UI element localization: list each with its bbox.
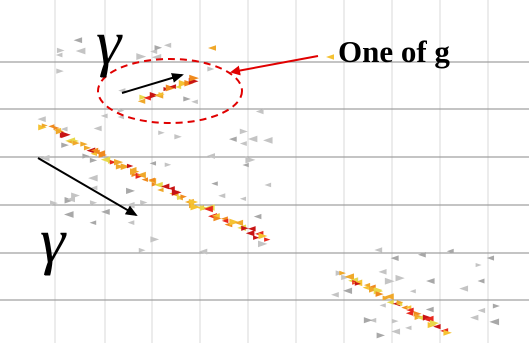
annotation-text: One of g — [338, 34, 450, 69]
event-display: γ γ One of g — [0, 0, 529, 343]
page: {"annotations": [{"text": "γ"}, {"text":… — [0, 0, 529, 343]
gamma-label: γ — [40, 205, 67, 276]
gamma-label: γ — [96, 7, 123, 78]
